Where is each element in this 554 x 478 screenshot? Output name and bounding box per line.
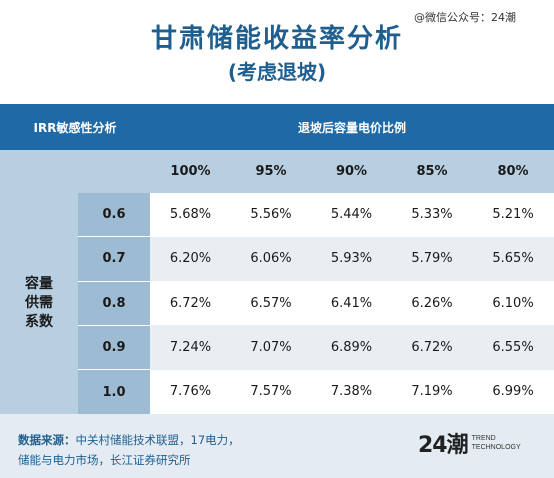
- source-text: 中关村储能技术联盟，17电力，: [75, 433, 240, 447]
- watermark: @微信公众号：24潮: [414, 11, 516, 24]
- table-cell: 5.21%: [472, 192, 554, 237]
- table-cell: 6.89%: [311, 325, 393, 370]
- table-cell: 5.44%: [311, 192, 393, 237]
- table-cell: 6.41%: [311, 281, 393, 326]
- source-line: 数据来源：中关村储能技术联盟，17电力，: [18, 430, 240, 450]
- logo-text: TREND TECHNOLOGY: [472, 434, 521, 452]
- row-group-label: 容量 供需 系数: [0, 192, 78, 414]
- corner-header: IRR敏感性分析: [0, 104, 151, 151]
- row-label: 0.8: [78, 281, 151, 326]
- column-header: 100%: [150, 150, 232, 193]
- column-header-row: 100% 95% 90% 85% 80%: [0, 150, 554, 193]
- row-group-label-line: 容量: [25, 275, 53, 292]
- source-line: 储能与电力市场，长江证券研究所: [18, 453, 191, 467]
- column-header: 85%: [392, 150, 473, 193]
- row-group-label-line: 供需: [25, 294, 53, 311]
- row-label: 0.6: [78, 192, 151, 238]
- table-cell: 6.06%: [231, 236, 312, 282]
- header-spacer: [0, 150, 151, 193]
- column-header: 90%: [311, 150, 393, 193]
- table-cell: 7.07%: [231, 325, 312, 370]
- footer-band: [0, 414, 554, 478]
- brand-logo: 24潮 TREND TECHNOLOGY: [418, 428, 521, 458]
- column-header: 95%: [231, 150, 312, 193]
- table-cell: 5.56%: [231, 192, 312, 237]
- table-cell: 7.57%: [231, 369, 312, 414]
- table-header-row: IRR敏感性分析 退坡后容量电价比例: [0, 104, 554, 151]
- page-title: 甘肃储能收益率分析: [150, 24, 403, 54]
- table-cell: 5.68%: [150, 192, 232, 237]
- data-source: 数据来源：中关村储能技术联盟，17电力， 储能与电力市场，长江证券研究所: [18, 430, 240, 470]
- table-cell: 6.99%: [472, 369, 554, 414]
- row-group-label-line: 系数: [25, 313, 53, 330]
- table-cell: 6.20%: [150, 236, 232, 282]
- table-cell: 6.26%: [392, 281, 473, 326]
- table-row: 1.0 7.76% 7.57% 7.38% 7.19% 6.99%: [0, 369, 554, 414]
- table-cell: 5.65%: [472, 236, 554, 282]
- source-label: 数据来源：: [18, 433, 76, 447]
- table-row: 容量 供需 系数 0.6 5.68% 5.56% 5.44% 5.33% 5.2…: [0, 192, 554, 414]
- column-header: 80%: [472, 150, 554, 193]
- table-row: 0.8 6.72% 6.57% 6.41% 6.26% 6.10%: [0, 281, 554, 326]
- irr-sensitivity-table: IRR敏感性分析 退坡后容量电价比例 100% 95% 90% 85% 80% …: [0, 104, 554, 414]
- page-subtitle: (考虑退坡): [227, 60, 327, 84]
- table-cell: 6.72%: [392, 325, 473, 370]
- table-cell: 6.72%: [150, 281, 232, 326]
- table-cell: 5.79%: [392, 236, 473, 282]
- table-cell: 7.19%: [392, 369, 473, 414]
- row-label: 1.0: [78, 369, 151, 414]
- row-label: 0.9: [78, 325, 151, 371]
- logo-mark: 24潮: [418, 433, 469, 458]
- table-cell: 7.76%: [150, 369, 232, 414]
- table-row: 0.7 6.20% 6.06% 5.93% 5.79% 5.65%: [0, 236, 554, 282]
- table-cell: 5.93%: [311, 236, 393, 282]
- table-cell: 7.24%: [150, 325, 232, 370]
- table-cell: 6.10%: [472, 281, 554, 326]
- table-cell: 5.33%: [392, 192, 473, 237]
- table-cell: 6.55%: [472, 325, 554, 370]
- group-header: 退坡后容量电价比例: [150, 104, 554, 151]
- table-cell: 7.38%: [311, 369, 393, 414]
- row-label: 0.7: [78, 236, 151, 282]
- logo-text-line: TECHNOLOGY: [471, 444, 521, 451]
- logo-text-line: TREND: [471, 435, 496, 442]
- table-cell: 6.57%: [231, 281, 312, 326]
- table-row: 0.9 7.24% 7.07% 6.89% 6.72% 6.55%: [0, 325, 554, 371]
